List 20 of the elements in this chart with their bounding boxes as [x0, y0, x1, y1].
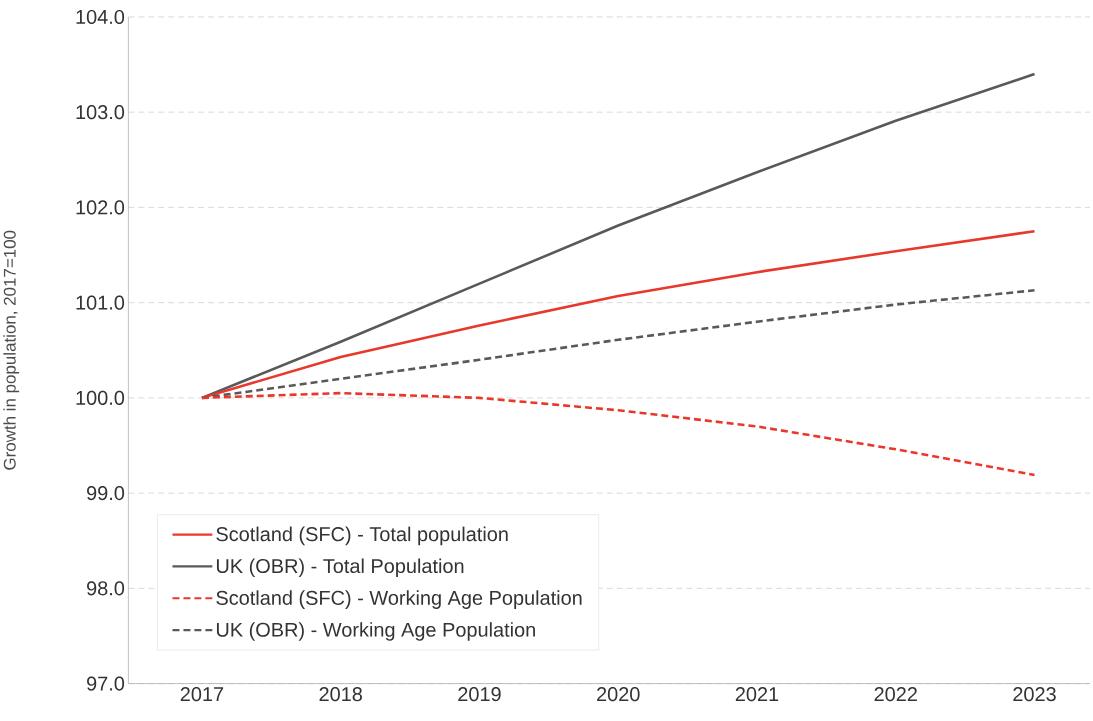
y-tick-label: 97.0 [87, 676, 125, 691]
y-tick-label: 100.0 [76, 390, 125, 405]
y-tick-label: 104.0 [76, 9, 125, 24]
x-tick-label: 2021 [735, 686, 779, 701]
y-tick-label: 103.0 [76, 104, 125, 120]
x-tick-label: 2023 [1013, 686, 1056, 701]
x-tick-label: 2019 [458, 686, 501, 701]
y-tick-label: 102.0 [76, 200, 125, 215]
legend-label: UK (OBR) - Working Age Population [216, 621, 535, 641]
y-tick-label: 101.0 [76, 295, 125, 310]
x-tick-label: 2018 [319, 686, 362, 701]
y-tick-label: 99.0 [87, 485, 125, 500]
y-axis-title: Growth in population, 2017=100 [3, 230, 20, 470]
legend-label: UK (OBR) - Total Population [216, 558, 464, 577]
y-tick-label: 98.0 [87, 581, 125, 596]
x-tick-label: 2017 [180, 686, 224, 701]
x-tick-label: 2022 [874, 686, 917, 701]
x-tick-label: 2020 [597, 686, 640, 701]
legend-label: Scotland (SFC) - Total population [216, 526, 508, 545]
legend-label: Scotland (SFC) - Working Age Population [216, 590, 582, 609]
